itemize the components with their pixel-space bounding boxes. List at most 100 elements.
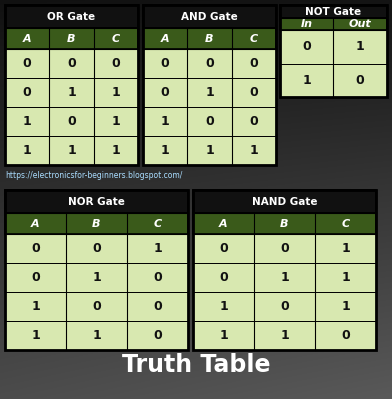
Bar	[143, 28, 276, 49]
Bar	[5, 136, 138, 165]
Bar	[143, 5, 276, 28]
Bar	[280, 5, 387, 97]
Bar	[280, 18, 387, 30]
Text: 0: 0	[219, 242, 228, 255]
Text: 1: 1	[111, 115, 120, 128]
Text: 0: 0	[67, 57, 76, 70]
Text: 0: 0	[249, 115, 258, 128]
Text: 1: 1	[161, 115, 170, 128]
Text: 1: 1	[111, 86, 120, 99]
Text: AND Gate: AND Gate	[181, 12, 238, 22]
Text: C: C	[341, 219, 350, 229]
Bar	[143, 49, 276, 78]
Text: A: A	[23, 34, 31, 43]
Text: 1: 1	[341, 300, 350, 313]
Text: 0: 0	[31, 271, 40, 284]
Text: Out: Out	[349, 19, 372, 29]
Text: 0: 0	[280, 300, 289, 313]
Bar	[193, 234, 376, 263]
Text: 0: 0	[153, 300, 162, 313]
Text: 1: 1	[111, 144, 120, 157]
Text: 1: 1	[67, 86, 76, 99]
Bar	[143, 136, 276, 165]
Bar	[5, 321, 188, 350]
Bar	[193, 263, 376, 292]
Text: 1: 1	[280, 271, 289, 284]
Text: 1: 1	[31, 300, 40, 313]
Text: 1: 1	[153, 242, 162, 255]
Bar	[280, 30, 387, 64]
Text: 1: 1	[161, 144, 170, 157]
Text: NOT Gate: NOT Gate	[305, 7, 361, 17]
Text: B: B	[205, 34, 214, 43]
Bar	[193, 292, 376, 321]
Bar	[193, 190, 376, 213]
Text: 1: 1	[356, 40, 365, 53]
Bar	[5, 190, 188, 213]
Bar	[193, 190, 376, 350]
Text: 0: 0	[92, 242, 101, 255]
Bar	[5, 49, 138, 78]
Bar	[5, 190, 188, 350]
Text: 0: 0	[67, 115, 76, 128]
Text: 0: 0	[219, 271, 228, 284]
Text: 0: 0	[205, 115, 214, 128]
Text: 0: 0	[23, 57, 31, 70]
Bar	[5, 5, 138, 28]
Text: 1: 1	[341, 271, 350, 284]
Text: https://electronicsfor-beginners.blogspot.com/: https://electronicsfor-beginners.blogspo…	[5, 170, 182, 180]
Text: A: A	[161, 34, 169, 43]
Bar	[5, 213, 188, 234]
Text: A: A	[31, 219, 40, 229]
Text: 1: 1	[302, 74, 311, 87]
Text: NOR Gate: NOR Gate	[68, 197, 125, 207]
Text: 1: 1	[92, 329, 101, 342]
Text: A: A	[219, 219, 228, 229]
Text: 0: 0	[31, 242, 40, 255]
Bar	[143, 78, 276, 107]
Text: 1: 1	[67, 144, 76, 157]
Text: B: B	[92, 219, 101, 229]
Text: 0: 0	[92, 300, 101, 313]
Text: OR Gate: OR Gate	[47, 12, 96, 22]
Text: 1: 1	[341, 242, 350, 255]
Text: In: In	[301, 19, 313, 29]
Bar	[5, 234, 188, 263]
Text: 0: 0	[341, 329, 350, 342]
Bar	[193, 321, 376, 350]
Bar	[143, 107, 276, 136]
Text: 1: 1	[280, 329, 289, 342]
Text: C: C	[153, 219, 162, 229]
Bar	[280, 5, 387, 18]
Bar	[280, 64, 387, 97]
Text: 1: 1	[23, 115, 31, 128]
Text: 0: 0	[153, 271, 162, 284]
Text: 0: 0	[111, 57, 120, 70]
Text: 0: 0	[161, 57, 170, 70]
Text: 0: 0	[23, 86, 31, 99]
Bar	[5, 292, 188, 321]
Text: 0: 0	[249, 57, 258, 70]
Text: 0: 0	[280, 242, 289, 255]
Text: Truth Table: Truth Table	[122, 353, 270, 377]
Text: 1: 1	[205, 144, 214, 157]
Text: 1: 1	[92, 271, 101, 284]
Text: 0: 0	[356, 74, 365, 87]
Text: 0: 0	[205, 57, 214, 70]
Text: 0: 0	[153, 329, 162, 342]
Bar	[143, 5, 276, 165]
Text: C: C	[112, 34, 120, 43]
Bar	[5, 28, 138, 49]
Bar	[5, 5, 138, 165]
Text: 1: 1	[219, 329, 228, 342]
Text: B: B	[280, 219, 289, 229]
Text: B: B	[67, 34, 76, 43]
Text: 1: 1	[205, 86, 214, 99]
Text: NAND Gate: NAND Gate	[252, 197, 317, 207]
Text: 0: 0	[161, 86, 170, 99]
Text: 1: 1	[23, 144, 31, 157]
Text: 0: 0	[249, 86, 258, 99]
Bar	[5, 263, 188, 292]
Text: 1: 1	[31, 329, 40, 342]
Text: 1: 1	[249, 144, 258, 157]
